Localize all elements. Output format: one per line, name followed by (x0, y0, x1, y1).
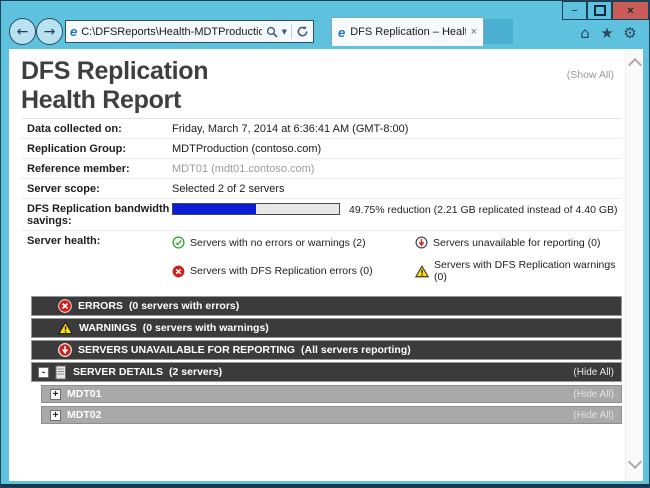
tab-title: DFS Replication – Health Re... (350, 26, 465, 38)
search-icon[interactable] (266, 26, 278, 38)
info-label: Server health: (27, 235, 101, 247)
health-item-text: Servers with no errors or warnings (2) (190, 236, 366, 249)
section-detail: (2 servers) (169, 366, 223, 378)
address-divider (291, 24, 292, 39)
home-icon[interactable]: ⌂ (580, 24, 590, 42)
server-health-grid: Servers with no errors or warnings (2) S… (172, 235, 622, 283)
address-input[interactable]: C:\DFSReports\Health-MDTProduction-07Ma (81, 25, 261, 38)
server-name: MDT02 (67, 409, 102, 421)
health-item-text: Servers with DFS Replication errors (0) (190, 265, 373, 277)
bandwidth-value: 49.75% reduction (2.21 GB replicated ins… (172, 203, 622, 216)
info-row-data-collected: Data collected on: Friday, March 7, 2014… (21, 119, 622, 139)
page-title-line1: DFS Replication (21, 57, 209, 85)
forward-button[interactable]: → (36, 18, 63, 45)
info-label: Data collected on: (27, 123, 122, 135)
bandwidth-progress-fill (173, 204, 256, 214)
error-icon (172, 265, 185, 277)
forward-icon: → (43, 23, 56, 40)
error-icon (58, 299, 72, 313)
vertical-scrollbar[interactable] (625, 49, 643, 481)
unavailable-icon (58, 343, 72, 357)
info-value: Friday, March 7, 2014 at 6:36:41 AM (GMT… (172, 123, 409, 135)
close-icon: × (627, 4, 634, 17)
page-title-line2: Health Report (21, 85, 182, 114)
section-detail: (0 servers with errors) (128, 300, 240, 312)
settings-gear-icon[interactable]: ⚙ (623, 24, 637, 42)
info-label: Reference member: (27, 163, 130, 175)
info-row-server-scope: Server scope: Selected 2 of 2 servers (21, 179, 622, 199)
health-item-warnings: Servers with DFS Replication warnings (0… (415, 259, 622, 283)
hide-all-link[interactable]: (Hide All) (573, 388, 614, 400)
section-servers-unavailable[interactable]: SERVERS UNAVAILABLE FOR REPORTING (All s… (31, 340, 622, 360)
warning-icon (58, 321, 73, 335)
section-errors[interactable]: ERRORS (0 servers with errors) (31, 296, 622, 316)
ok-icon (172, 236, 185, 249)
address-bar[interactable]: e C:\DFSReports\Health-MDTProduction-07M… (65, 20, 314, 43)
section-detail: (All servers reporting) (301, 344, 411, 356)
ie-logo-icon: e (338, 24, 346, 40)
section-title: WARNINGS (79, 322, 137, 334)
unavailable-icon (415, 236, 428, 249)
section-warnings[interactable]: WARNINGS (0 servers with warnings) (31, 318, 622, 338)
info-label: Server scope: (27, 183, 100, 195)
page-content: DFS Replication Health Report (Show All)… (9, 49, 643, 481)
hide-all-link[interactable]: (Hide All) (573, 409, 614, 421)
info-row-replication-group: Replication Group: MDTProduction (contos… (21, 139, 622, 159)
info-value: MDT01 (mdt01.contoso.com) (172, 163, 315, 175)
info-value: Selected 2 of 2 servers (172, 183, 285, 195)
maximize-icon (593, 5, 606, 16)
expand-icon[interactable]: + (50, 409, 61, 421)
health-report: DFS Replication Health Report (Show All)… (9, 49, 626, 424)
bandwidth-text: 49.75% reduction (2.21 GB replicated ins… (349, 204, 618, 216)
server-row-mdt01[interactable]: + MDT01 (Hide All) (41, 385, 622, 403)
health-item-text: Servers with DFS Replication warnings (0… (434, 259, 616, 283)
maximize-button[interactable] (587, 1, 612, 20)
refresh-icon[interactable] (296, 25, 309, 38)
info-value: MDTProduction (contoso.com) (172, 143, 322, 155)
close-button[interactable]: × (612, 1, 649, 20)
info-row-bandwidth-savings: DFS Replication bandwidth savings: 49.75… (21, 199, 622, 231)
info-label: DFS Replication bandwidth savings: (27, 203, 170, 227)
health-item-ok: Servers with no errors or warnings (2) (172, 236, 415, 249)
info-row-server-health: Server health: Servers with no errors or… (21, 231, 622, 286)
bandwidth-progress-bar (172, 203, 340, 215)
section-title: SERVERS UNAVAILABLE FOR REPORTING (78, 344, 296, 356)
ie-logo-icon: e (70, 24, 78, 39)
health-item-errors: Servers with DFS Replication errors (0) (172, 259, 415, 283)
server-row-mdt02[interactable]: + MDT02 (Hide All) (41, 406, 622, 424)
health-item-unavailable: Servers unavailable for reporting (0) (415, 236, 622, 249)
show-all-link[interactable]: (Show All) (566, 69, 614, 81)
server-name: MDT01 (67, 388, 102, 400)
expand-icon[interactable]: + (50, 388, 61, 400)
health-item-text: Servers unavailable for reporting (0) (433, 236, 601, 249)
minimize-button[interactable]: − (562, 1, 587, 20)
favorites-icon[interactable]: ★ (600, 24, 614, 42)
report-header: DFS Replication Health Report (Show All) (21, 57, 622, 119)
new-tab-button[interactable] (484, 19, 513, 44)
scroll-down-icon[interactable] (627, 454, 643, 470)
scroll-up-icon[interactable] (627, 57, 643, 73)
tab-close-icon[interactable]: × (470, 26, 477, 38)
collapse-icon[interactable]: - (38, 366, 49, 378)
info-row-reference-member: Reference member: MDT01 (mdt01.contoso.c… (21, 159, 622, 179)
back-button[interactable]: ← (9, 18, 36, 45)
server-icon (55, 365, 66, 379)
section-detail: (0 servers with warnings) (142, 322, 269, 334)
hide-all-link[interactable]: (Hide All) (573, 366, 614, 378)
report-sections: ERRORS (0 servers with errors) WARNINGS … (31, 296, 622, 424)
back-icon: ← (16, 23, 29, 40)
page-title: DFS Replication Health Report (21, 57, 208, 114)
address-dropdown-icon[interactable]: ▼ (281, 27, 287, 36)
section-title: SERVER DETAILS (73, 366, 164, 378)
section-server-details[interactable]: - SERVER DETAILS (2 servers) (Hide All) (31, 362, 622, 382)
section-title: ERRORS (78, 300, 123, 312)
minimize-icon: − (571, 4, 578, 17)
info-label: Replication Group: (27, 143, 126, 155)
tab-dfs-replication-health-report[interactable]: e DFS Replication – Health Re... × (331, 17, 484, 46)
warning-icon (415, 264, 429, 277)
